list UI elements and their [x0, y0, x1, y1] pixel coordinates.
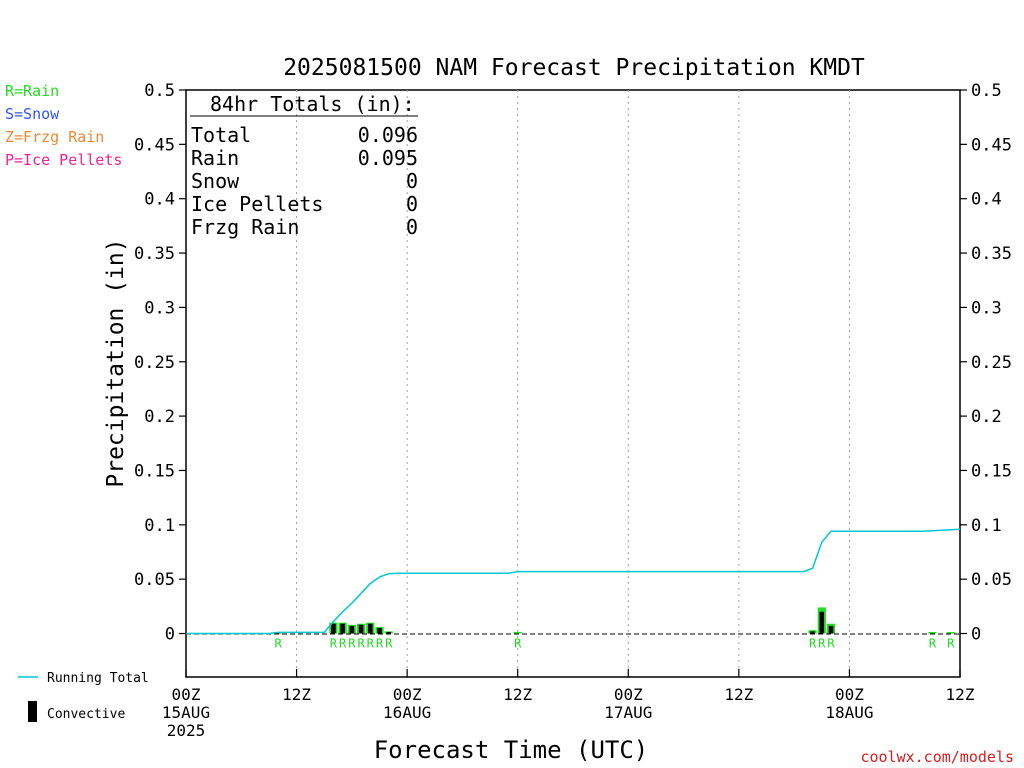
running-total-line [186, 528, 961, 635]
y-axis-right: 0 0.05 0.1 0.15 0.2 0.25 0.3 0.35 0.4 0.45 0.5 [960, 81, 1012, 645]
precip-type-mark: R [385, 637, 393, 651]
precip-type-mark: R [929, 637, 937, 651]
convective-bar [810, 631, 815, 634]
precipitation-bars [274, 607, 955, 634]
y-tick-label-right: 0 [971, 625, 981, 645]
convective-bar [819, 611, 825, 634]
y-tick-label-right: 0.2 [971, 407, 1002, 427]
totals-box: 84hr Totals (in): Total 0.096 Rain 0.095 Sno… [190, 92, 418, 239]
x-tick-label: 00Z [835, 685, 864, 704]
totals-value: 0 [406, 169, 418, 193]
convective-bar [358, 624, 364, 634]
convective-legend-label: Convective [47, 707, 125, 722]
totals-label: Frzg Rain [191, 215, 299, 239]
totals-label: Ice Pellets [191, 192, 323, 216]
x-tick-label: 00Z [393, 685, 422, 704]
precip-type-mark: R [827, 637, 835, 651]
type-legend-item: Z=Frzg Rain [5, 128, 104, 146]
y-tick-label: 0.45 [134, 135, 175, 155]
precip-type-mark: R [514, 637, 522, 651]
y-axis-left: 0 0.05 0.1 0.15 0.2 0.25 0.3 0.35 0.4 0.45 0.5 [134, 81, 186, 645]
y-tick-label-right: 0.1 [971, 516, 1002, 536]
convective-swatch [28, 701, 37, 722]
running-total-legend-label: Running Total [47, 671, 149, 686]
x-tick-label: 00Z [172, 685, 201, 704]
precip-type-mark: R [376, 637, 384, 651]
precip-type-mark: R [367, 637, 375, 651]
y-tick-label-right: 0.25 [971, 353, 1012, 373]
x-tick-label: 12Z [724, 685, 753, 704]
x-tick-label: 00Z [614, 685, 643, 704]
y-tick-label-right: 0.5 [971, 81, 1002, 101]
precip-type-mark: R [357, 637, 365, 651]
totals-value: 0.096 [358, 123, 418, 147]
y-tick-label: 0 [165, 625, 175, 645]
totals-label: Snow [191, 169, 240, 193]
y-tick-label: 0.05 [134, 570, 175, 590]
convective-bar [349, 625, 355, 634]
series-legend: Running Total Convective [18, 671, 149, 722]
y-tick-label: 0.35 [134, 244, 175, 264]
y-tick-label: 0.2 [144, 407, 175, 427]
totals-header: 84hr Totals (in): [210, 92, 415, 116]
x-tick-label: 12Z [282, 685, 311, 704]
y-tick-label: 0.15 [134, 461, 175, 481]
y-tick-label-right: 0.45 [971, 135, 1012, 155]
convective-bar [331, 623, 336, 634]
totals-label: Total [191, 123, 251, 147]
source-credit: coolwx.com/models [860, 748, 1014, 766]
x-tick-label: 2025 [167, 721, 206, 740]
y-tick-label: 0.25 [134, 353, 175, 373]
precip-type-mark: R [348, 637, 356, 651]
totals-value: 0 [406, 215, 418, 239]
y-tick-label: 0.4 [144, 190, 175, 210]
type-legend-item: P=Ice Pellets [5, 151, 122, 169]
x-tick-label: 16AUG [383, 703, 431, 722]
precip-bar [513, 631, 522, 634]
convective-bar [377, 628, 382, 634]
convective-bar [340, 623, 345, 634]
x-tick-label: 12Z [503, 685, 532, 704]
chart-title: 2025081500 NAM Forecast Precipitation KM… [283, 55, 865, 81]
plot-frame [185, 89, 961, 678]
y-tick-label: 0.3 [144, 298, 175, 318]
x-tick-label: 12Z [946, 685, 975, 704]
vertical-grid [296, 90, 850, 677]
x-tick-label: 15AUG [162, 703, 210, 722]
precip-type-legend: R=Rain S=Snow Z=Frzg Rain P=Ice Pellets [5, 82, 122, 169]
totals-label: Rain [191, 146, 239, 170]
y-tick-label-right: 0.3 [971, 298, 1002, 318]
precip-type-mark: R [275, 637, 283, 651]
y-tick-label: 0.5 [144, 81, 175, 101]
x-tick-label: 18AUG [825, 703, 873, 722]
x-tick-label: 17AUG [604, 703, 652, 722]
x-axis-label: Forecast Time (UTC) [374, 736, 649, 764]
precip-bar [946, 632, 955, 634]
precip-type-mark: R [947, 637, 955, 651]
precip-type-mark: R [809, 637, 817, 651]
totals-value: 0 [406, 192, 418, 216]
convective-bar [368, 623, 373, 634]
y-tick-label-right: 0.15 [971, 461, 1012, 481]
y-tick-label-right: 0.35 [971, 244, 1012, 264]
totals-value: 0.095 [358, 146, 418, 170]
y-axis-label: Precipitation (in) [103, 238, 129, 487]
precip-type-mark: R [818, 637, 826, 651]
precip-type-mark: R [330, 637, 338, 651]
y-tick-label: 0.1 [144, 516, 175, 536]
precip-bar [928, 632, 937, 634]
precip-type-mark: R [339, 637, 347, 651]
convective-bar [386, 632, 391, 634]
type-legend-item: R=Rain [5, 82, 59, 100]
type-legend-item: S=Snow [5, 105, 60, 123]
totals-rows: Total 0.096 Rain 0.095 Snow 0 Ice Pellets 0 Frzg… [191, 123, 418, 239]
y-tick-label-right: 0.4 [971, 190, 1002, 210]
convective-bar [828, 625, 834, 634]
y-tick-label-right: 0.05 [971, 570, 1012, 590]
